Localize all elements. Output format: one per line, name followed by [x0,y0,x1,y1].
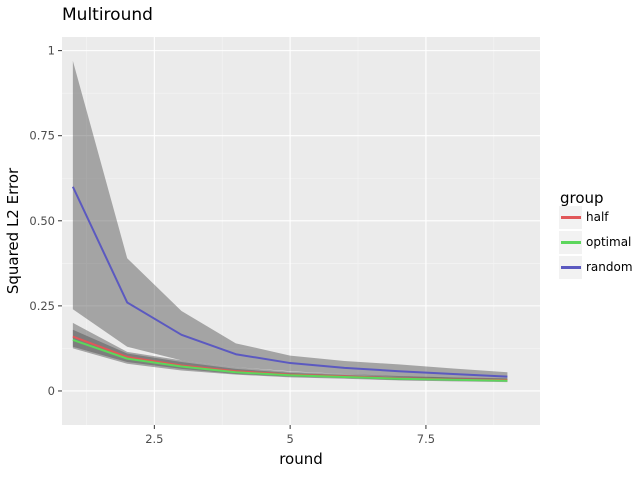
x-axis-ticks: 2.5 5 7.5 [145,425,435,446]
x-tick-label: 2.5 [145,432,163,446]
series-line-optimal [72,338,508,382]
series-lines [71,186,508,382]
grid-minor [62,37,540,425]
chart-title: Multiround [62,5,153,25]
legend-title: group [560,189,604,207]
series-line-random [71,186,508,378]
ribbon-optimal [72,329,508,383]
y-tick-label: 0.25 [29,299,55,313]
y-tick-label: 0 [48,384,55,398]
x-tick-label: 7.5 [417,432,435,446]
legend-label-optimal: optimal [586,235,631,249]
y-axis-title: Squared L2 Error [4,167,22,294]
y-tick-label: 0.50 [29,214,55,228]
legend-label-half: half [586,210,609,224]
x-tick-label: 5 [286,432,293,446]
grid-major [62,37,540,425]
y-axis-ticks: 0 0.25 0.50 0.75 1 [29,44,62,398]
x-axis-title: round [279,450,323,468]
legend-label-random: random [586,260,633,274]
legend: half optimal random [559,206,633,279]
y-tick-label: 0.75 [29,129,55,143]
y-tick-label: 1 [48,44,55,58]
